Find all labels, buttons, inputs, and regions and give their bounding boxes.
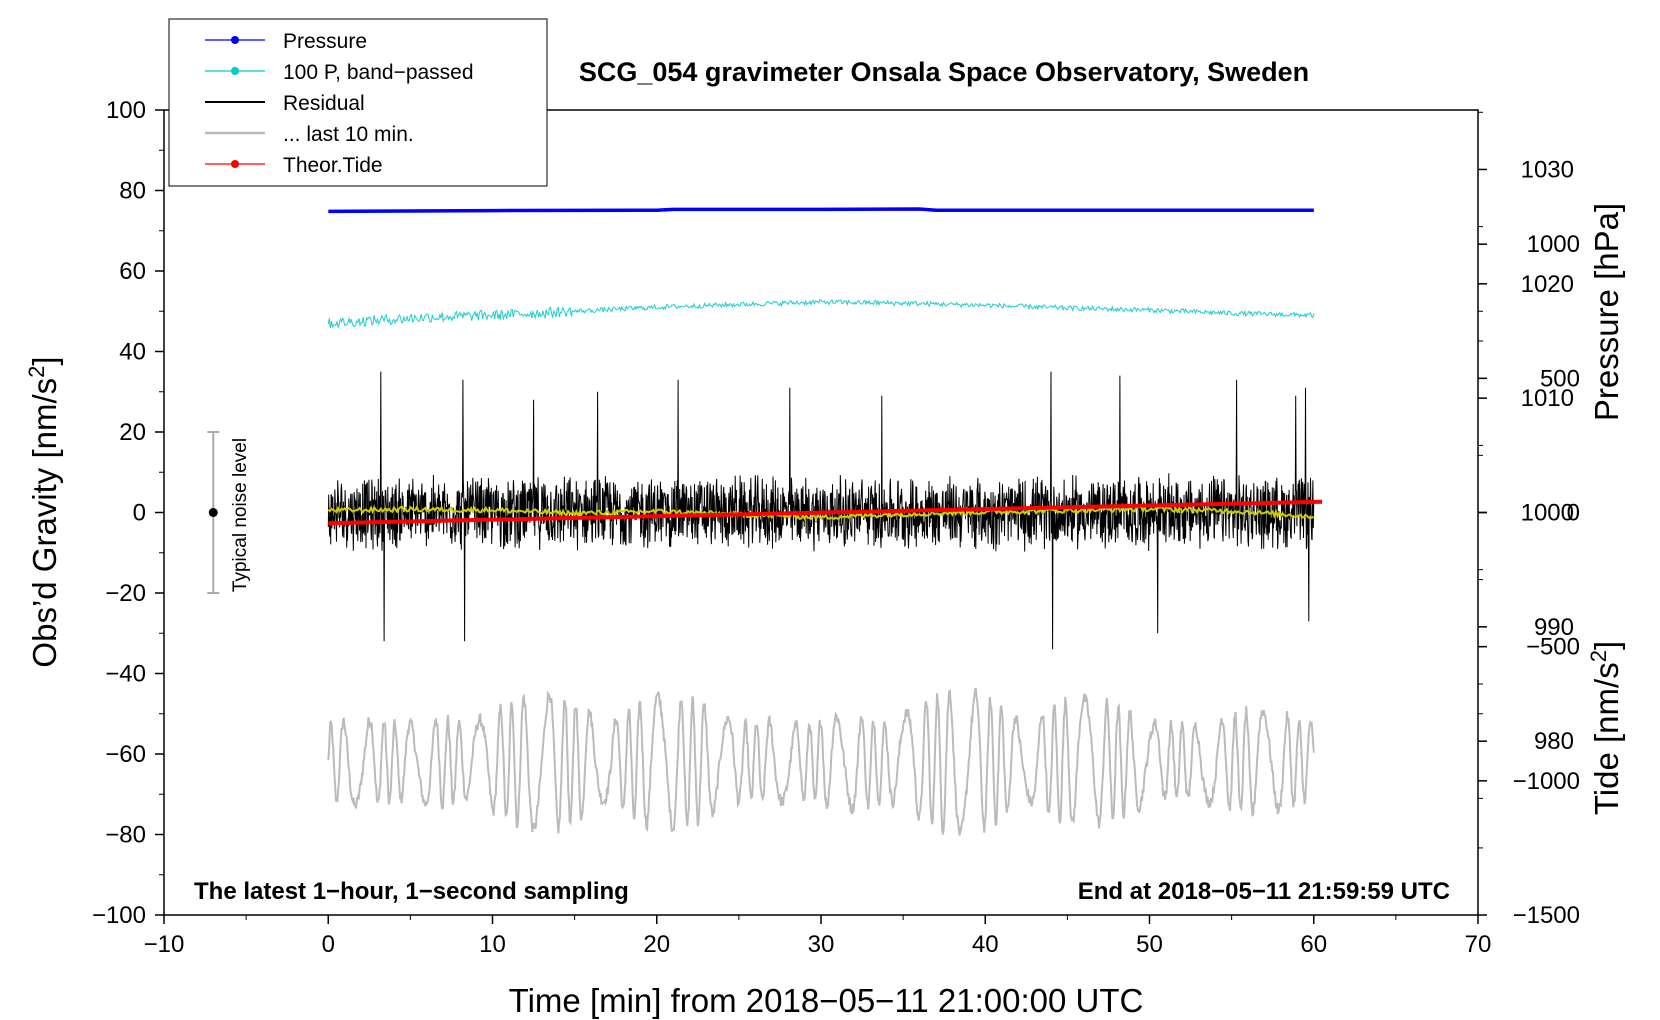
x-tick-label: −10 (144, 931, 185, 958)
series-pressure (328, 207, 1314, 214)
noise-level-indicator: Typical noise level (207, 431, 251, 594)
y-tick-label: 60 (119, 258, 146, 285)
legend: Pressure 100 P, band−passed Residual ... la… (168, 18, 548, 187)
y-axis-title: Obs’d Gravity [nm/s2] (24, 356, 63, 667)
series-residual-smoothed (327, 504, 1315, 522)
x-tick-label: 30 (808, 931, 835, 958)
y-tick-label: 40 (119, 339, 146, 366)
x-tick-label: 20 (643, 931, 670, 958)
pressure-axis-title: Pressure [hPa] (1588, 203, 1625, 421)
y-tick-label: 0 (133, 500, 146, 527)
sampling-note: The latest 1−hour, 1−second sampling (194, 878, 629, 905)
x-tick-label: 0 (322, 931, 335, 958)
tide-tick-label: −1500 (1513, 902, 1580, 929)
legend-label: Residual (283, 92, 365, 115)
legend-swatch-marker (231, 67, 239, 75)
series-last-10-min (327, 687, 1315, 836)
x-tick-label: 60 (1300, 931, 1327, 958)
x-tick-label: 10 (479, 931, 506, 958)
pressure-tick-label: 1000 (1521, 500, 1574, 527)
legend-label: Theor.Tide (283, 154, 383, 177)
pressure-tick-label: 1010 (1521, 385, 1574, 412)
y-tick-label: 100 (106, 97, 146, 124)
legend-swatch-marker (231, 36, 239, 44)
noise-label: Typical noise level (230, 438, 251, 592)
legend-box (168, 18, 548, 187)
y-tick-label: 20 (119, 419, 146, 446)
end-time-note: End at 2018−05−11 21:59:59 UTC (1078, 878, 1450, 905)
pressure-tick-label: 1030 (1521, 156, 1574, 183)
x-tick-label: 70 (1465, 931, 1492, 958)
y-tick-label: −40 (105, 661, 146, 688)
legend-swatch-marker (231, 160, 239, 168)
tide-tick-label: 1000 (1527, 231, 1580, 258)
series-band-passed-pressure (327, 298, 1315, 329)
tide-tick-label: −1000 (1513, 768, 1580, 795)
x-axis-title: Time [min] from 2018−05−11 21:00:00 UTC (509, 982, 1144, 1019)
y-tick-label: 80 (119, 178, 146, 205)
y-tick-label: −20 (105, 580, 146, 607)
y-tick-label: −80 (105, 822, 146, 849)
y-tick-label: −60 (105, 741, 146, 768)
legend-items: Pressure 100 P, band−passed Residual ... la… (205, 30, 474, 177)
legend-label: ... last 10 min. (283, 123, 414, 146)
chart-title: SCG_054 gravimeter Onsala Space Observat… (579, 57, 1309, 87)
pressure-tick-label: 990 (1534, 614, 1574, 641)
legend-label: Pressure (283, 30, 367, 53)
legend-label: 100 P, band−passed (283, 61, 474, 84)
ticks-layer: −10 0 10 20 30 40 50 60 70100806040200−20−40−60−… (92, 97, 1580, 958)
tide-tick-label: −500 (1526, 634, 1580, 661)
tide-tick-label: 500 (1540, 365, 1580, 392)
x-tick-label: 40 (972, 931, 999, 958)
series-theoretical-tide (328, 499, 1323, 526)
series-layer (327, 207, 1323, 836)
x-tick-label: 50 (1136, 931, 1163, 958)
tide-axis-title: Tide [nm/s2] (1586, 641, 1625, 815)
tide-tick-label: 0 (1567, 500, 1580, 527)
noise-bar-dot (208, 508, 218, 517)
pressure-tick-label: 1020 (1521, 271, 1574, 298)
y-tick-label: −100 (92, 902, 146, 929)
pressure-tick-label: 980 (1534, 728, 1574, 755)
